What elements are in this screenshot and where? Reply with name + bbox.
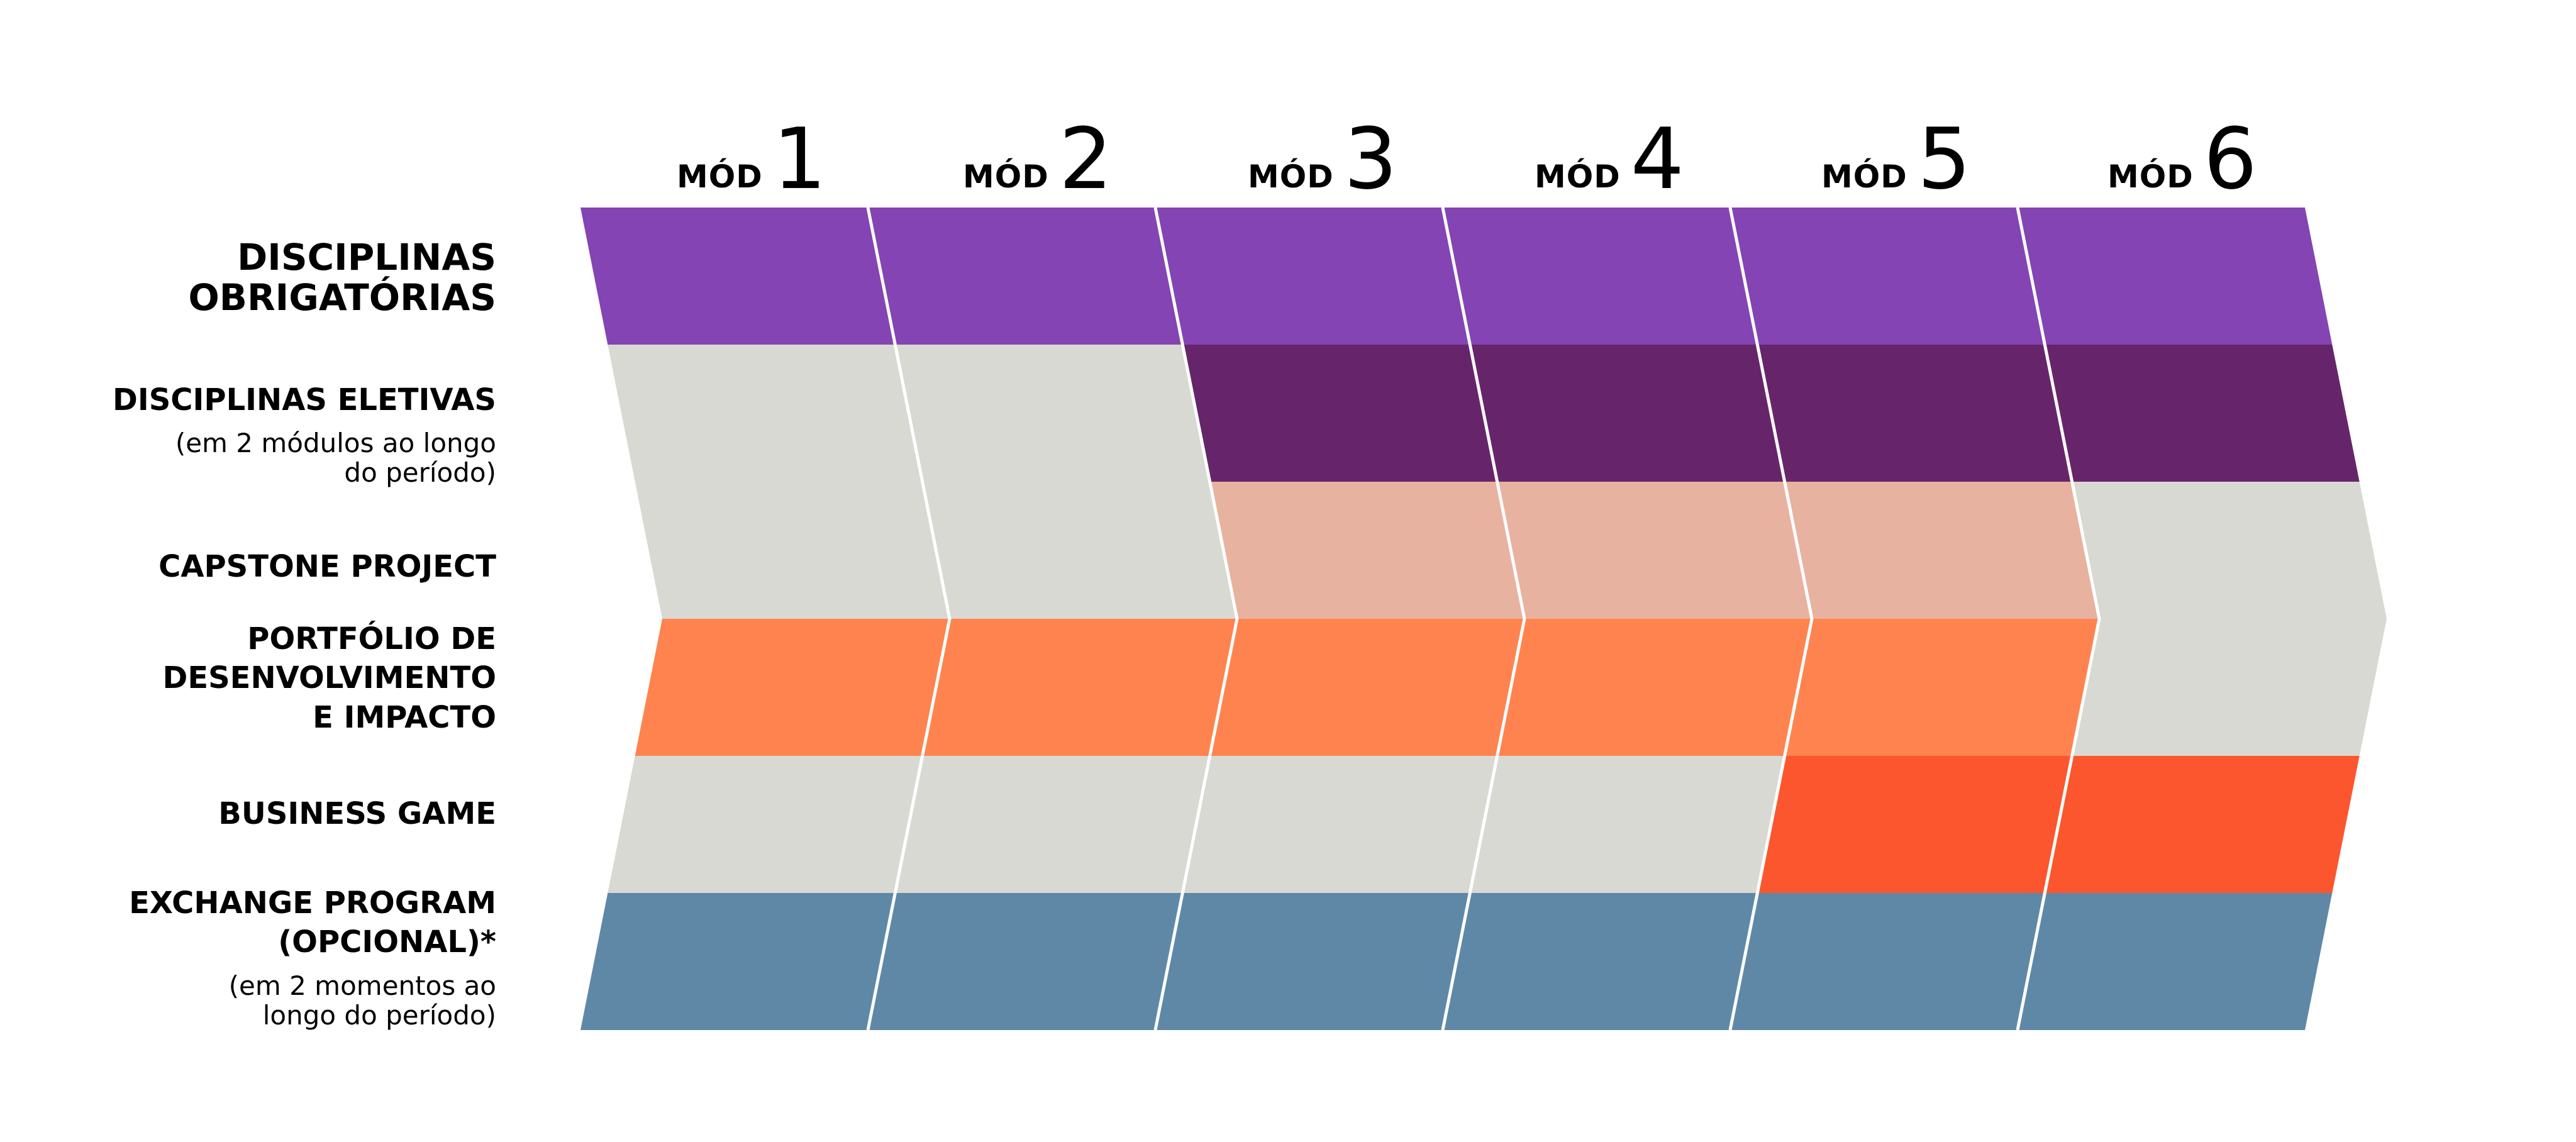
module-header-prefix: MÓD <box>1821 158 1907 195</box>
module-header-6: MÓD 6 <box>2088 94 2277 201</box>
module-header-number: 4 <box>1630 110 1685 208</box>
module-separator-3 <box>1441 207 1526 1031</box>
module-header-prefix: MÓD <box>2107 158 2194 195</box>
cell-business-game-mod-5 <box>1757 756 2072 893</box>
row-title-line: PORTFÓLIO DE <box>247 621 496 657</box>
cell-disciplinas-obrigatorias-mod-4 <box>1443 208 1758 345</box>
cell-exchange-program-mod-6 <box>2018 893 2333 1030</box>
cell-business-game-mod-3 <box>1182 756 1497 893</box>
cell-disciplinas-eletivas-mod-5 <box>1757 345 2072 482</box>
module-header-prefix: MÓD <box>1247 158 1334 195</box>
cell-portfolio-mod-2 <box>922 619 1237 756</box>
row-note-line: (em 2 módulos ao longo <box>175 428 496 459</box>
row-label-exchange-program: EXCHANGE PROGRAM (OPCIONAL)* (em 2 momen… <box>129 884 496 1030</box>
cell-business-game-mod-1 <box>608 756 923 893</box>
row-title-line: DESENVOLVIMENTO <box>162 660 496 696</box>
row-title-line: BUSINESS GAME <box>218 796 496 831</box>
cell-business-game-mod-6 <box>2045 756 2360 893</box>
row-label-disciplinas-obrigatorias: DISCIPLINAS OBRIGATÓRIAS <box>188 236 496 319</box>
cell-capstone-project-mod-1 <box>635 482 950 619</box>
cell-portfolio-mod-5 <box>1784 619 2099 756</box>
cell-business-game-mod-2 <box>895 756 1210 893</box>
row-title-line: (OPCIONAL)* <box>278 924 496 960</box>
module-header-prefix: MÓD <box>962 158 1049 195</box>
module-header-1: MÓD 1 <box>657 94 846 201</box>
module-header-prefix: MÓD <box>676 158 763 195</box>
cell-disciplinas-eletivas-mod-2 <box>895 345 1210 482</box>
module-header-3: MÓD 3 <box>1228 94 1417 201</box>
cell-exchange-program-mod-2 <box>868 893 1183 1030</box>
row-label-capstone-project: CAPSTONE PROJECT <box>158 547 496 586</box>
cell-disciplinas-eletivas-mod-1 <box>608 345 923 482</box>
row-title-line: OBRIGATÓRIAS <box>188 275 496 319</box>
row-title-line: CAPSTONE PROJECT <box>158 549 496 584</box>
cell-disciplinas-obrigatorias-mod-1 <box>580 208 896 345</box>
cell-portfolio-mod-1 <box>635 619 950 756</box>
row-label-business-game: BUSINESS GAME <box>218 794 496 833</box>
row-title-line: DISCIPLINAS <box>237 236 496 279</box>
cell-disciplinas-eletivas-mod-6 <box>2045 345 2360 482</box>
cell-capstone-project-mod-4 <box>1497 482 1812 619</box>
row-note-line: longo do período) <box>262 999 496 1031</box>
cell-portfolio-mod-6 <box>2072 619 2387 756</box>
cell-exchange-program-mod-3 <box>1155 893 1470 1030</box>
cell-capstone-project-mod-2 <box>922 482 1237 619</box>
cell-disciplinas-obrigatorias-mod-6 <box>2018 208 2333 345</box>
module-separator-4 <box>1728 207 1814 1031</box>
module-header-prefix: MÓD <box>1534 158 1621 195</box>
row-title-line: E IMPACTO <box>313 699 496 735</box>
module-separator-1 <box>866 207 952 1031</box>
cell-disciplinas-obrigatorias-mod-2 <box>868 208 1183 345</box>
cell-disciplinas-eletivas-mod-3 <box>1182 345 1497 482</box>
row-title-line: DISCIPLINAS ELETIVAS <box>113 382 496 418</box>
module-header-number: 1 <box>772 110 827 208</box>
row-note-line: (em 2 momentos ao <box>228 970 496 1001</box>
module-header-4: MÓD 4 <box>1515 94 1704 201</box>
module-header-5: MÓD 5 <box>1802 94 1990 201</box>
cell-exchange-program-mod-5 <box>1730 893 2045 1030</box>
row-note-line: do período) <box>344 457 496 489</box>
cell-portfolio-mod-3 <box>1209 619 1524 756</box>
cell-capstone-project-mod-6 <box>2072 482 2387 619</box>
cell-disciplinas-obrigatorias-mod-5 <box>1730 208 2045 345</box>
module-header-number: 6 <box>2203 110 2258 208</box>
module-header-number: 3 <box>1343 110 1398 208</box>
cell-business-game-mod-4 <box>1470 756 1785 893</box>
module-header-number: 2 <box>1058 110 1113 208</box>
module-header-2: MÓD 2 <box>943 94 1132 201</box>
cell-disciplinas-obrigatorias-mod-3 <box>1155 208 1470 345</box>
cell-portfolio-mod-4 <box>1497 619 1812 756</box>
row-label-disciplinas-eletivas: DISCIPLINAS ELETIVAS (em 2 módulos ao lo… <box>113 380 496 487</box>
row-title-line: EXCHANGE PROGRAM <box>129 885 496 921</box>
module-separator-2 <box>1153 207 1239 1031</box>
cell-exchange-program-mod-1 <box>580 893 896 1030</box>
cell-disciplinas-eletivas-mod-4 <box>1470 345 1785 482</box>
module-separator-5 <box>2016 207 2101 1031</box>
row-label-portfolio: PORTFÓLIO DE DESENVOLVIMENTO E IMPACTO <box>162 619 496 737</box>
module-header-number: 5 <box>1917 110 1972 208</box>
cell-exchange-program-mod-4 <box>1443 893 1758 1030</box>
cell-capstone-project-mod-3 <box>1209 482 1524 619</box>
cell-capstone-project-mod-5 <box>1784 482 2099 619</box>
